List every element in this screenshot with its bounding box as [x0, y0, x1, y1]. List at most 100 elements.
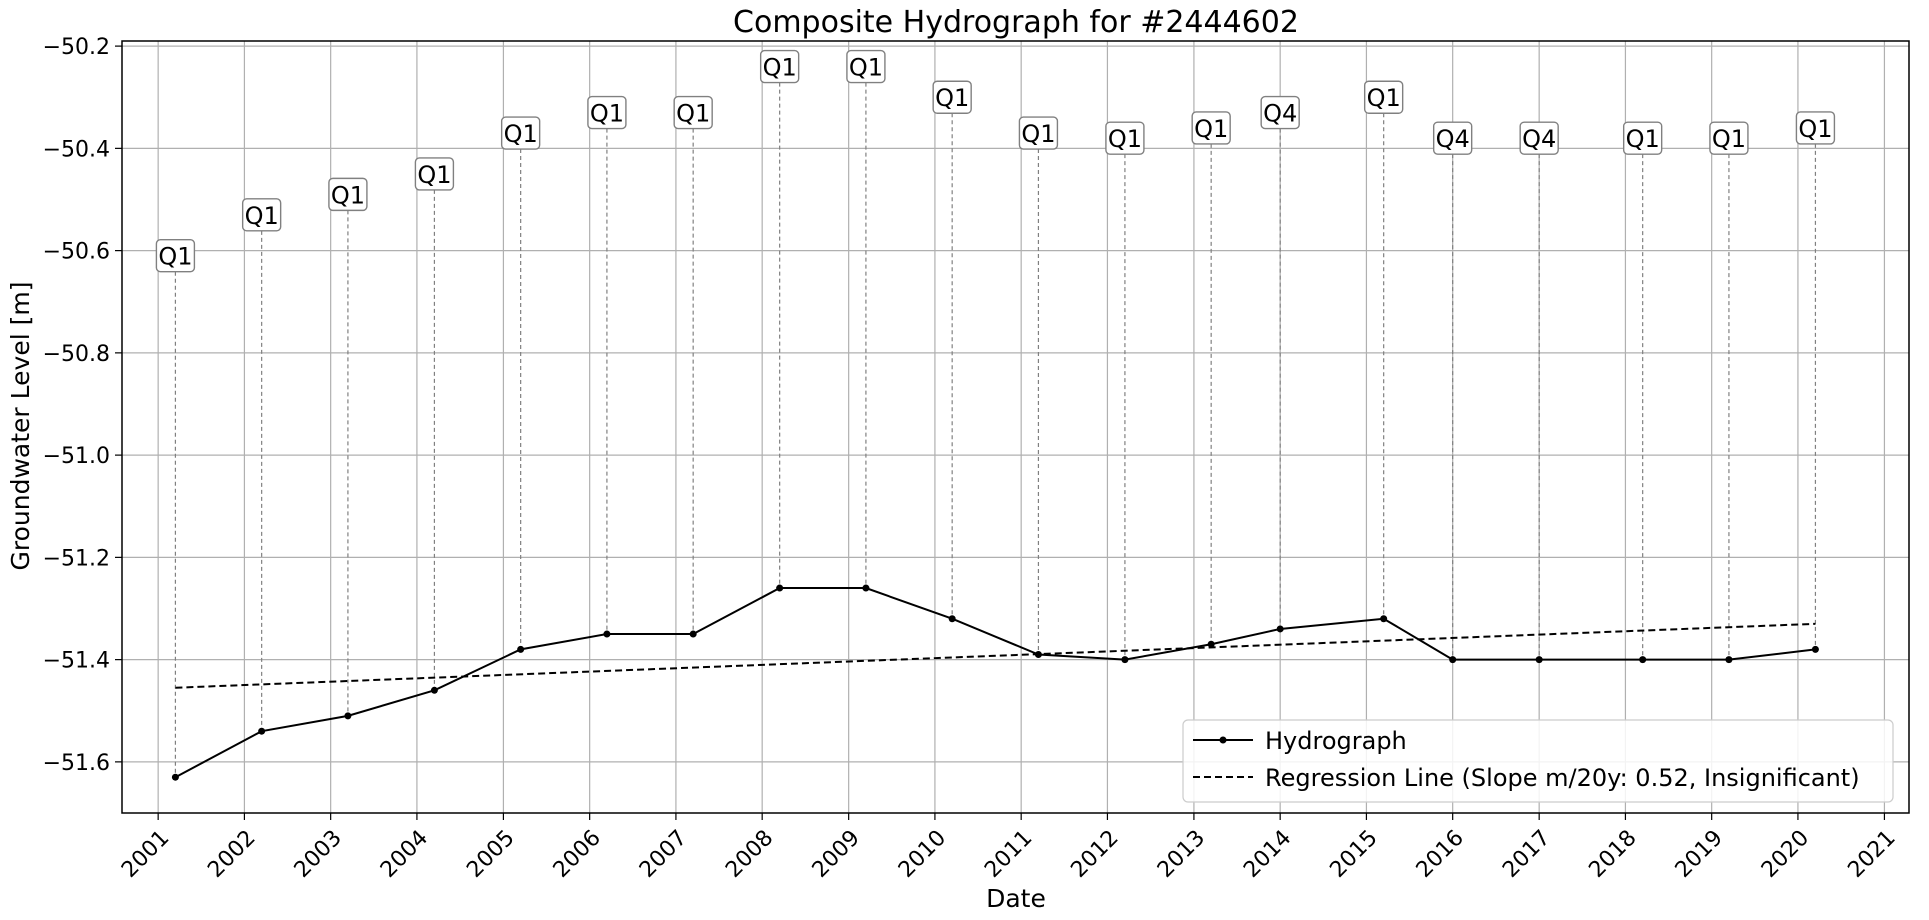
legend-regression-label: Regression Line (Slope m/20y: 0.52, Insi…	[1265, 764, 1860, 792]
quarter-label-box	[1191, 111, 1231, 145]
quarter-label: Q1	[763, 54, 797, 82]
x-tick-label: 2004	[376, 826, 433, 883]
x-tick-label: 2019	[1671, 826, 1728, 883]
hydrograph-point	[430, 686, 438, 694]
y-tick-label: −50.4	[43, 137, 110, 162]
hydrograph-point	[1121, 656, 1129, 664]
y-tick-label: −51.0	[43, 444, 110, 469]
quarter-label-box	[1709, 121, 1749, 155]
y-tick-label: −50.6	[43, 240, 110, 265]
quarter-label: Q1	[1108, 125, 1142, 153]
quarter-label: Q4	[1263, 100, 1297, 128]
plot-frame	[121, 40, 1910, 814]
y-tick-label: −51.4	[43, 649, 110, 674]
x-tick-label: 2009	[808, 826, 865, 883]
quarter-label: Q1	[504, 120, 538, 148]
quarter-label: Q1	[417, 161, 451, 189]
quarter-label: Q1	[158, 243, 192, 271]
quarter-label: Q1	[1798, 115, 1832, 143]
legend-hydrograph-marker	[1219, 736, 1227, 744]
quarter-label-box	[846, 49, 886, 84]
regression-line	[175, 622, 1816, 689]
quarter-label: Q1	[1367, 84, 1401, 112]
x-tick-label: 2011	[980, 826, 1037, 883]
quarter-label: Q1	[1194, 115, 1228, 143]
x-axis-label: Date	[986, 884, 1046, 913]
quarter-label: Q1	[1021, 120, 1055, 148]
hydrograph-point	[1276, 625, 1284, 633]
quarter-label-box	[932, 80, 972, 114]
quarter-label: Q1	[245, 202, 279, 230]
hydrograph-point	[171, 773, 179, 781]
x-tick-label: 2006	[549, 826, 606, 883]
quarter-label: Q1	[590, 100, 624, 128]
hydrograph-point	[1725, 656, 1733, 664]
quarter-label-box	[1363, 80, 1404, 114]
hydrograph-point	[1207, 640, 1215, 648]
hydrograph-point	[862, 584, 870, 592]
quarter-label-box	[500, 116, 541, 150]
legend-hydrograph-label: Hydrograph	[1265, 727, 1407, 755]
quarter-label-box	[673, 95, 713, 130]
x-tick-label: 2007	[635, 826, 692, 883]
x-tick-label: 2020	[1757, 826, 1814, 883]
y-tick-label: −51.2	[43, 546, 110, 571]
x-tick-label: 2021	[1843, 826, 1900, 883]
hydrograph-point	[1034, 651, 1042, 659]
quarter-label-box	[1105, 121, 1145, 155]
quarter-label-box	[1795, 111, 1836, 145]
quarter-label-box	[414, 157, 455, 191]
hydrograph-point	[344, 712, 352, 720]
quarter-label: Q1	[1712, 125, 1746, 153]
hydrograph-point	[948, 615, 956, 623]
x-tick-label: 2016	[1412, 826, 1469, 883]
y-axis-ticks: −50.2 −50.4 −50.6 −50.8 −51.0 −51.2 −51.4 −51.6	[43, 35, 122, 776]
quarter-label-box	[587, 95, 627, 130]
y-tick-label: −51.6	[43, 751, 110, 776]
x-tick-label: 2010	[894, 826, 951, 883]
hydrograph-point	[1535, 656, 1543, 664]
chart-title: Composite Hydrograph for #2444602	[733, 5, 1299, 40]
legend-box	[1182, 719, 1894, 803]
x-tick-label: 2001	[117, 826, 174, 883]
quarter-label-box	[1432, 121, 1473, 155]
quarter-label-box	[241, 198, 282, 232]
hydrograph-point	[1811, 645, 1819, 653]
hydrograph-point	[1449, 656, 1457, 664]
quarter-label-box	[1622, 121, 1663, 155]
y-tick-label: −50.8	[43, 342, 110, 367]
quarter-label-box	[1260, 95, 1300, 130]
quarter-labels: Q1 Q1 Q1 Q1 Q1 Q1 Q1 Q1 Q1 Q1 Q1 Q1 Q1 Q4 Q1 Q4 Q4 Q1 Q1 Q1	[155, 49, 1836, 273]
quarter-label: Q1	[849, 54, 883, 82]
x-tick-label: 2012	[1066, 826, 1123, 883]
hydrograph-point	[1380, 615, 1388, 623]
x-tick-label: 2014	[1239, 826, 1296, 883]
hydrograph-point	[603, 630, 611, 638]
quarter-label-box	[1519, 121, 1559, 155]
x-tick-label: 2008	[721, 826, 778, 883]
x-tick-label: 2017	[1498, 826, 1555, 883]
legend: Hydrograph Regression Line (Slope m/20y:…	[1182, 719, 1894, 803]
quarter-label: Q1	[676, 100, 710, 128]
hydrograph-point	[1639, 656, 1647, 664]
x-axis-ticks: 2001 2002 2003 2004 2005 2006 2007 2008 2009 2010…	[117, 813, 1901, 883]
x-tick-label: 2013	[1153, 826, 1210, 883]
x-tick-label: 2018	[1584, 826, 1641, 883]
quarter-label: Q1	[1626, 125, 1660, 153]
hydrograph-point	[517, 645, 525, 653]
hydrograph-point	[689, 630, 697, 638]
quarter-label: Q1	[331, 181, 365, 209]
grid	[122, 41, 1909, 813]
quarter-label: Q4	[1436, 125, 1470, 153]
quarter-label: Q1	[935, 84, 969, 112]
hydrograph-series	[171, 584, 1819, 781]
y-axis-label: Groundwater Level [m]	[6, 282, 35, 571]
hydrograph-point	[258, 727, 266, 735]
regression-series	[175, 622, 1816, 689]
hydrograph-point	[776, 584, 784, 592]
x-tick-label: 2015	[1325, 826, 1382, 883]
x-tick-label: 2003	[290, 826, 347, 883]
quarter-label-box	[759, 49, 800, 84]
quarter-guide-lines	[174, 82, 1817, 778]
